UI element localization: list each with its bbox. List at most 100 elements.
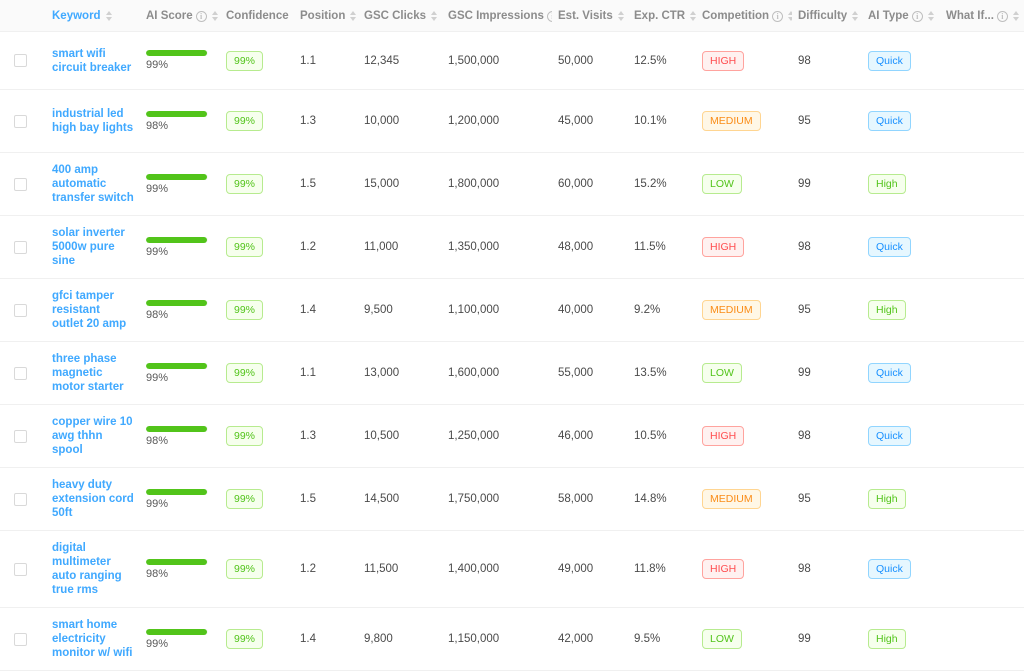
info-icon[interactable]: i: [911, 10, 923, 22]
info-icon[interactable]: i: [996, 10, 1008, 22]
keyword-link[interactable]: industrial led high bay lights: [52, 108, 134, 134]
row-checkbox[interactable]: [14, 240, 27, 254]
table-row[interactable]: industrial led high bay lights 98% 99% 1.3 1…: [0, 89, 1024, 153]
keyword-link[interactable]: three phase magnetic motor starter: [52, 353, 124, 393]
row-checkbox[interactable]: [14, 366, 27, 380]
ai-score-bar-track: [146, 236, 208, 243]
gsc-impressions-cell: 1,750,000: [442, 467, 552, 531]
row-checkbox[interactable]: [14, 303, 27, 317]
ai-reason-cell: Page 1 border: pos 1.3 with...: [1020, 89, 1024, 153]
keyword-link[interactable]: gfci tamper resistant outlet 20 amp: [52, 290, 127, 330]
what-if-cell: [940, 530, 1020, 608]
column-header-keyword[interactable]: Keyword: [46, 0, 140, 32]
ai-type-cell: High: [862, 152, 940, 216]
keyword-link[interactable]: copper wire 10 awg thhn spool: [52, 416, 133, 456]
column-header-what_if[interactable]: What If... i: [940, 0, 1020, 32]
confidence-cell: 99%: [220, 341, 294, 405]
column-header-select: [0, 0, 46, 32]
ai-type-cell: Quick: [862, 215, 940, 279]
table-row[interactable]: digital multimeter auto ranging true rms…: [0, 530, 1024, 608]
confidence-badge: 99%: [226, 426, 264, 446]
keyword-link[interactable]: 400 amp automatic transfer switch: [52, 164, 134, 204]
sort-icon[interactable]: [211, 11, 218, 21]
exp-ctr-value: 10.1%: [634, 115, 667, 127]
table-row[interactable]: gfci tamper resistant outlet 20 amp 98% 99…: [0, 278, 1024, 342]
column-header-est_visits[interactable]: Est. Visits: [552, 0, 628, 32]
sort-icon[interactable]: [927, 11, 934, 21]
ai-type-badge: Quick: [868, 426, 911, 446]
sort-icon[interactable]: [105, 11, 112, 21]
keyword-link[interactable]: solar inverter 5000w pure sine: [52, 227, 125, 267]
sort-icon[interactable]: [617, 11, 624, 21]
ai-score-value: 99%: [146, 371, 169, 384]
row-checkbox[interactable]: [14, 114, 27, 128]
column-header-position[interactable]: Position: [294, 0, 358, 32]
ai-score-cell: 99%: [140, 215, 220, 279]
position-cell: 1.4: [294, 607, 358, 671]
est-visits-cell: 60,000: [552, 152, 628, 216]
sort-icon[interactable]: [431, 11, 437, 21]
table-row[interactable]: 400 amp automatic transfer switch 99% 99% 1…: [0, 152, 1024, 216]
exp-ctr-cell: 14.8%: [628, 467, 696, 531]
table-row[interactable]: solar inverter 5000w pure sine 99% 99% 1.2 1…: [0, 215, 1024, 279]
row-checkbox[interactable]: [14, 177, 27, 191]
ai-score-value: 98%: [146, 434, 169, 447]
table-row[interactable]: heavy duty extension cord 50ft 99% 99% 1.5 1…: [0, 467, 1024, 531]
position-cell: 1.3: [294, 89, 358, 153]
position-cell: 1.4: [294, 278, 358, 342]
sort-icon[interactable]: [852, 11, 859, 21]
info-icon[interactable]: i: [772, 10, 784, 22]
row-checkbox[interactable]: [14, 54, 27, 67]
ai-type-badge: High: [868, 300, 906, 320]
column-header-confidence[interactable]: Confidence: [220, 0, 300, 32]
row-checkbox[interactable]: [14, 562, 27, 576]
ai-type-badge: Quick: [868, 50, 911, 71]
position-cell: 1.1: [294, 341, 358, 405]
competition-cell: MEDIUM: [696, 467, 792, 531]
what-if-cell: [940, 278, 1020, 342]
keyword-link[interactable]: smart home electricity monitor w/ wifi: [52, 619, 133, 659]
row-checkbox[interactable]: [14, 429, 27, 443]
difficulty-value: 95: [798, 115, 811, 127]
sort-icon[interactable]: [788, 11, 795, 21]
keyword-cell: heavy duty extension cord 50ft: [46, 467, 140, 531]
gsc-impressions-value: 1,350,000: [448, 241, 500, 253]
ai-score-cell: 98%: [140, 404, 220, 468]
sort-icon[interactable]: [690, 11, 697, 21]
gsc-impressions-cell: 1,500,000: [442, 31, 552, 90]
column-header-competition[interactable]: Competition i: [696, 0, 795, 32]
info-icon[interactable]: i: [195, 10, 207, 22]
ai-reason-cell: Underranked: 1.1 position: [1020, 341, 1024, 405]
est-visits-cell: 50,000: [552, 31, 628, 90]
confidence-badge: 99%: [226, 489, 264, 509]
competition-cell: HIGH: [696, 31, 792, 90]
sort-icon[interactable]: [350, 11, 357, 21]
difficulty-cell: 98: [792, 404, 862, 468]
exp-ctr-value: 11.8%: [634, 563, 666, 575]
table-row[interactable]: copper wire 10 awg thhn spool 98% 99% 1.3 10…: [0, 404, 1024, 468]
table-row[interactable]: three phase magnetic motor starter 99% 99%…: [0, 341, 1024, 405]
row-checkbox[interactable]: [14, 632, 27, 646]
column-header-label: Exp. CTR: [634, 10, 686, 22]
competition-badge: HIGH: [702, 559, 745, 579]
column-header-ai_type[interactable]: AI Type i: [862, 0, 940, 32]
gsc-impressions-cell: 1,150,000: [442, 607, 552, 671]
keyword-link[interactable]: heavy duty extension cord 50ft: [52, 479, 134, 519]
column-header-gsc_clicks[interactable]: GSC Clicks: [358, 0, 442, 32]
position-cell: 1.3: [294, 404, 358, 468]
ai-score-value: 99%: [146, 637, 169, 650]
keyword-link[interactable]: digital multimeter auto ranging true rms: [52, 542, 122, 596]
column-header-exp_ctr[interactable]: Exp. CTR: [628, 0, 697, 32]
competition-cell: HIGH: [696, 215, 792, 279]
gsc-clicks-value: 10,000: [364, 115, 400, 127]
table-row[interactable]: smart home electricity monitor w/ wifi 99…: [0, 607, 1024, 671]
column-header-difficulty[interactable]: Difficulty: [792, 0, 862, 32]
table-row[interactable]: smart wifi circuit breaker 99% 99% 1.1 12,34…: [0, 31, 1024, 90]
sort-icon[interactable]: [1012, 11, 1019, 21]
exp-ctr-value: 15.2%: [634, 178, 667, 190]
keyword-link[interactable]: smart wifi circuit breaker: [52, 47, 132, 74]
row-checkbox[interactable]: [14, 492, 27, 506]
keyword-cell: three phase magnetic motor starter: [46, 341, 140, 405]
column-header-ai_score[interactable]: AI Score i: [140, 0, 220, 32]
column-header-gsc_impressions[interactable]: GSC Impressionsi: [442, 0, 569, 32]
